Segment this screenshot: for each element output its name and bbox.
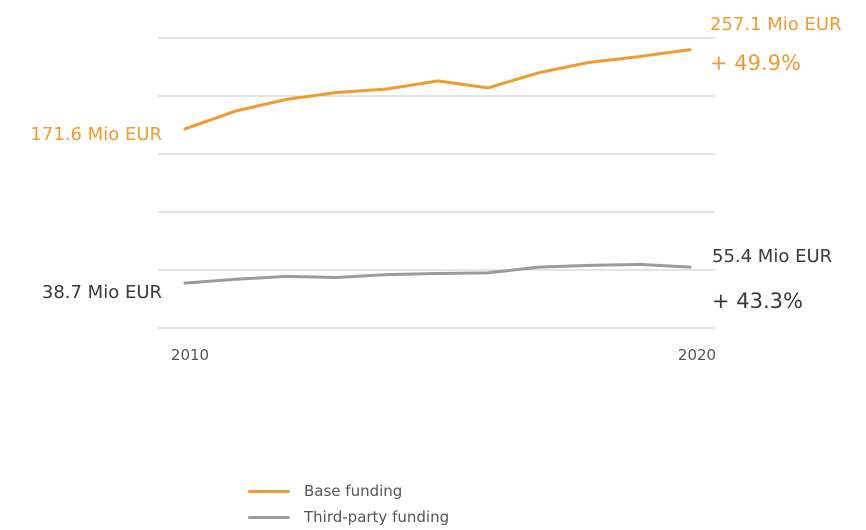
legend-label-base-funding: Base funding xyxy=(304,482,403,500)
third-party-start-label: 38.7 Mio EUR xyxy=(42,282,162,303)
base-funding-end-label: 257.1 Mio EUR xyxy=(710,14,842,35)
legend-swatch-third-party-funding xyxy=(248,515,290,519)
legend-label-third-party-funding: Third-party funding xyxy=(304,508,450,526)
legend-swatch-base-funding xyxy=(248,489,290,493)
x-tick-label-end: 2020 xyxy=(678,346,716,364)
grid-lines xyxy=(158,37,715,329)
series-line-third-party-funding xyxy=(183,262,692,285)
x-tick-label-start: 2010 xyxy=(171,346,209,364)
third-party-end-label: 55.4 Mio EUR xyxy=(712,246,832,267)
third-party-change-label: + 43.3% xyxy=(712,289,803,313)
legend-item-third-party-funding: Third-party funding xyxy=(248,504,449,530)
series-line-base-funding xyxy=(183,48,692,131)
base-funding-change-label: + 49.9% xyxy=(710,51,801,75)
legend-item-base-funding: Base funding xyxy=(248,478,449,504)
base-funding-start-label: 171.6 Mio EUR xyxy=(30,124,162,145)
legend: Base funding Third-party funding xyxy=(248,478,449,530)
series-lines xyxy=(183,48,692,285)
